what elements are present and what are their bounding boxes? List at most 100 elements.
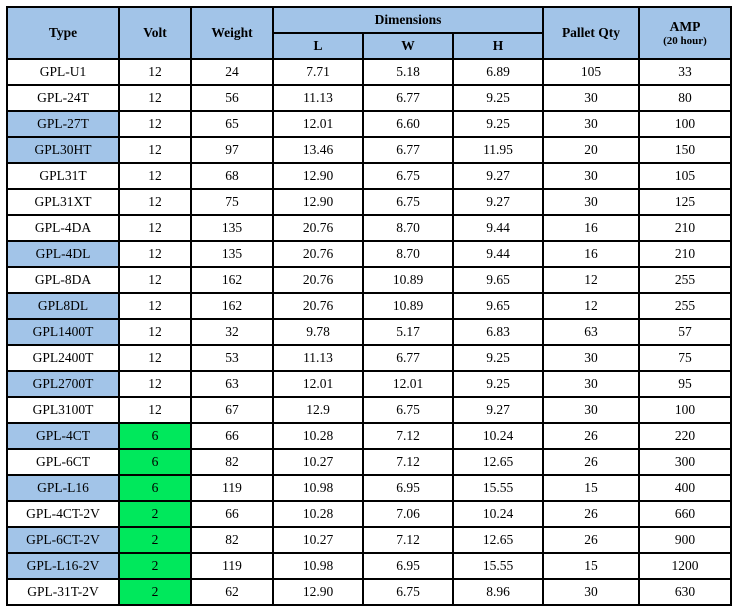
- cell-pallet: 15: [543, 553, 639, 579]
- header-dim-w: W: [363, 33, 453, 59]
- cell-volt: 2: [119, 501, 191, 527]
- cell-W: 8.70: [363, 215, 453, 241]
- cell-W: 10.89: [363, 293, 453, 319]
- cell-volt: 12: [119, 293, 191, 319]
- cell-pallet: 30: [543, 111, 639, 137]
- cell-pallet: 26: [543, 501, 639, 527]
- cell-H: 9.25: [453, 85, 543, 111]
- cell-H: 9.65: [453, 267, 543, 293]
- cell-amp: 900: [639, 527, 731, 553]
- cell-volt: 6: [119, 475, 191, 501]
- header-volt: Volt: [119, 7, 191, 59]
- cell-L: 20.76: [273, 215, 363, 241]
- cell-weight: 119: [191, 475, 273, 501]
- cell-weight: 82: [191, 527, 273, 553]
- header-pallet: Pallet Qty: [543, 7, 639, 59]
- cell-W: 6.75: [363, 163, 453, 189]
- cell-volt: 12: [119, 163, 191, 189]
- cell-type: GPL-U1: [7, 59, 119, 85]
- cell-amp: 210: [639, 215, 731, 241]
- cell-type: GPL-31T-2V: [7, 579, 119, 605]
- cell-L: 20.76: [273, 293, 363, 319]
- cell-W: 6.95: [363, 475, 453, 501]
- cell-volt: 12: [119, 111, 191, 137]
- cell-W: 6.77: [363, 345, 453, 371]
- cell-L: 10.28: [273, 501, 363, 527]
- cell-pallet: 12: [543, 267, 639, 293]
- table-row: GPL30HT129713.466.7711.9520150: [7, 137, 731, 163]
- cell-pallet: 63: [543, 319, 639, 345]
- table-row: GPL-24T125611.136.779.253080: [7, 85, 731, 111]
- cell-pallet: 16: [543, 215, 639, 241]
- table-row: GPL8DL1216220.7610.899.6512255: [7, 293, 731, 319]
- header-type: Type: [7, 7, 119, 59]
- cell-H: 9.27: [453, 189, 543, 215]
- cell-volt: 12: [119, 189, 191, 215]
- cell-H: 9.44: [453, 241, 543, 267]
- cell-volt: 12: [119, 267, 191, 293]
- cell-pallet: 26: [543, 449, 639, 475]
- cell-W: 6.75: [363, 189, 453, 215]
- cell-amp: 33: [639, 59, 731, 85]
- cell-type: GPL3100T: [7, 397, 119, 423]
- cell-amp: 255: [639, 293, 731, 319]
- cell-type: GPL-8DA: [7, 267, 119, 293]
- cell-type: GPL-6CT: [7, 449, 119, 475]
- cell-type: GPL31T: [7, 163, 119, 189]
- header-weight: Weight: [191, 7, 273, 59]
- cell-type: GPL30HT: [7, 137, 119, 163]
- cell-volt: 6: [119, 423, 191, 449]
- cell-H: 9.27: [453, 397, 543, 423]
- cell-pallet: 30: [543, 85, 639, 111]
- table-row: GPL-4DL1213520.768.709.4416210: [7, 241, 731, 267]
- cell-weight: 82: [191, 449, 273, 475]
- cell-L: 20.76: [273, 241, 363, 267]
- header-dimensions: Dimensions: [273, 7, 543, 33]
- cell-type: GPL-L16: [7, 475, 119, 501]
- cell-H: 10.24: [453, 423, 543, 449]
- cell-pallet: 12: [543, 293, 639, 319]
- table-row: GPL-4CT-2V26610.287.0610.2426660: [7, 501, 731, 527]
- cell-weight: 53: [191, 345, 273, 371]
- table-row: GPL-31T-2V26212.906.758.9630630: [7, 579, 731, 605]
- cell-amp: 300: [639, 449, 731, 475]
- cell-amp: 255: [639, 267, 731, 293]
- cell-W: 7.06: [363, 501, 453, 527]
- header-dim-h: H: [453, 33, 543, 59]
- cell-amp: 630: [639, 579, 731, 605]
- cell-pallet: 16: [543, 241, 639, 267]
- cell-pallet: 105: [543, 59, 639, 85]
- cell-W: 7.12: [363, 449, 453, 475]
- cell-volt: 12: [119, 241, 191, 267]
- header-amp-sublabel: (20 hour): [640, 35, 730, 47]
- cell-W: 7.12: [363, 423, 453, 449]
- cell-type: GPL1400T: [7, 319, 119, 345]
- cell-type: GPL-4DA: [7, 215, 119, 241]
- header-amp: AMP (20 hour): [639, 7, 731, 59]
- cell-W: 5.17: [363, 319, 453, 345]
- cell-type: GPL2700T: [7, 371, 119, 397]
- cell-amp: 105: [639, 163, 731, 189]
- cell-W: 6.75: [363, 579, 453, 605]
- cell-H: 9.25: [453, 371, 543, 397]
- table-row: GPL-U112247.715.186.8910533: [7, 59, 731, 85]
- cell-weight: 135: [191, 215, 273, 241]
- cell-type: GPL31XT: [7, 189, 119, 215]
- cell-H: 15.55: [453, 475, 543, 501]
- cell-W: 5.18: [363, 59, 453, 85]
- table-row: GPL-6CT-2V28210.277.1212.6526900: [7, 527, 731, 553]
- cell-amp: 80: [639, 85, 731, 111]
- cell-amp: 125: [639, 189, 731, 215]
- cell-W: 6.77: [363, 137, 453, 163]
- cell-volt: 12: [119, 137, 191, 163]
- cell-pallet: 26: [543, 423, 639, 449]
- cell-amp: 220: [639, 423, 731, 449]
- cell-H: 6.83: [453, 319, 543, 345]
- table-header: Type Volt Weight Dimensions Pallet Qty A…: [7, 7, 731, 59]
- cell-H: 15.55: [453, 553, 543, 579]
- cell-weight: 97: [191, 137, 273, 163]
- cell-W: 7.12: [363, 527, 453, 553]
- cell-weight: 75: [191, 189, 273, 215]
- cell-L: 13.46: [273, 137, 363, 163]
- cell-W: 10.89: [363, 267, 453, 293]
